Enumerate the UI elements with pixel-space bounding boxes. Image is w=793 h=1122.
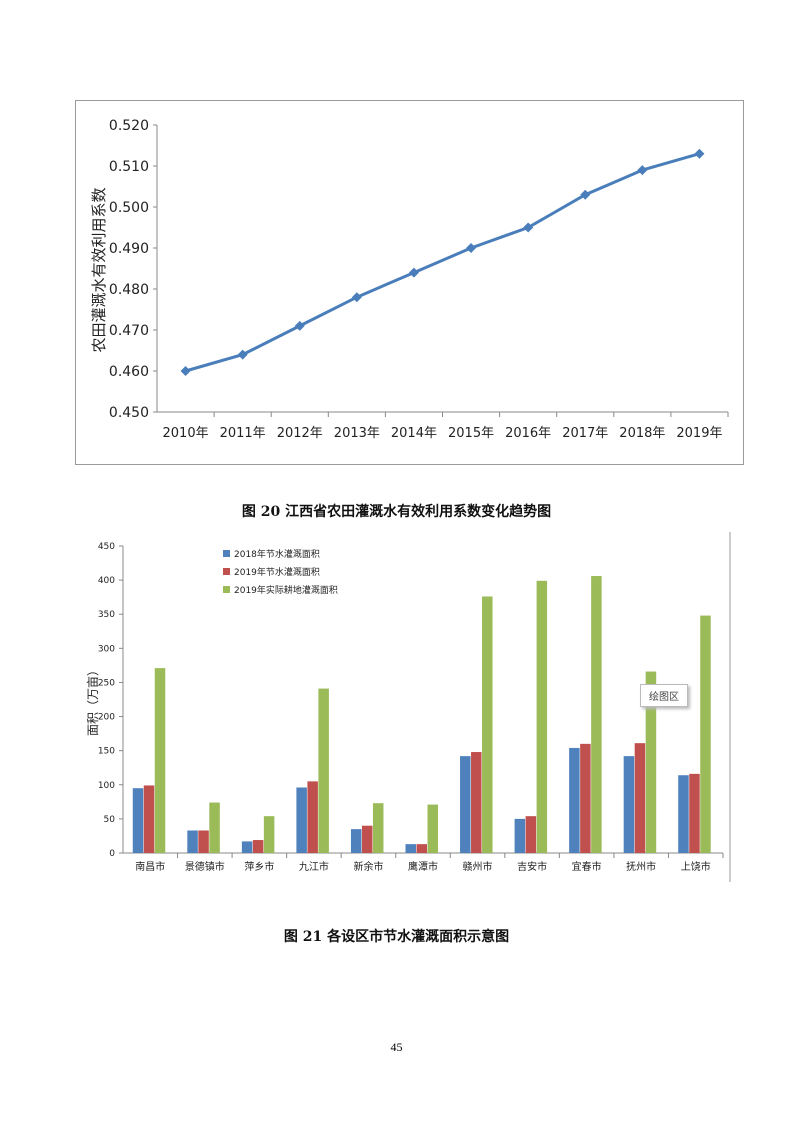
data-point-marker	[694, 148, 705, 159]
x-tick-label: 2015年	[448, 426, 494, 441]
bar	[591, 576, 602, 853]
figure-20-caption: 图 20 江西省农田灌溉水有效利用系数变化趋势图	[241, 504, 552, 520]
y-tick-label: 200	[98, 713, 115, 723]
bar	[209, 802, 220, 853]
x-tick-label: 鹰潭市	[408, 860, 438, 873]
y-tick-label: 0.480	[109, 282, 149, 298]
line-chart: 0.450 0.460 0.470 0.480 0.490 0.500 0.510 0.520…	[90, 118, 729, 441]
bar	[241, 841, 253, 853]
bar	[634, 743, 646, 853]
bar	[460, 756, 471, 853]
x-tick-label: 赣州市	[463, 860, 493, 873]
x-tick-label: 2012年	[277, 426, 323, 441]
x-tick-label: 上饶市	[681, 860, 711, 873]
bar	[580, 743, 591, 853]
legend-label: 2019年节水灌溉面积	[234, 566, 320, 578]
x-tick-label: 2011年	[220, 426, 266, 441]
bar	[350, 829, 362, 853]
data-point-marker	[294, 320, 305, 331]
data-point-marker	[466, 243, 477, 253]
bar	[482, 596, 493, 853]
x-tick-label: 2013年	[334, 426, 380, 441]
bar	[427, 804, 438, 853]
y-tick-label: 0.510	[109, 159, 149, 175]
y-tick-label: 0.450	[109, 405, 149, 421]
bar	[154, 668, 166, 853]
y-tick-label: 50	[104, 815, 116, 825]
x-tick-label: 新余市	[353, 860, 383, 873]
y-tick-label: 100	[98, 781, 115, 791]
bar	[263, 816, 275, 853]
x-tick-label: 宜春市	[572, 860, 602, 873]
bar	[187, 830, 198, 853]
bar	[318, 688, 329, 853]
x-tick-label: 2014年	[391, 426, 437, 441]
data-point-marker	[637, 165, 648, 176]
x-tick-label: 抚州市	[626, 860, 656, 873]
bar	[198, 830, 209, 853]
bar	[645, 671, 657, 853]
bar	[689, 773, 700, 853]
line-chart-frame	[75, 100, 744, 465]
y-tick-label: 250	[98, 678, 115, 688]
plot-area-tooltip: 绘图区	[640, 684, 688, 707]
y-tick-label: 400	[98, 576, 115, 586]
y-tick-label: 0.460	[109, 364, 149, 380]
bar	[405, 844, 416, 853]
y-tick-label: 300	[98, 644, 115, 654]
data-point-marker	[237, 349, 248, 360]
y-axis-label: 面积（万亩）	[85, 664, 100, 736]
y-tick-label: 350	[98, 610, 115, 620]
y-tick-label: 0.520	[109, 118, 149, 134]
x-tick-label: 2017年	[562, 426, 608, 441]
bar	[536, 580, 548, 853]
bar	[700, 615, 711, 853]
figure-21-caption: 图 21 各设区市节水灌溉面积示意图	[283, 929, 510, 945]
legend-label: 2019年实际耕地灌溉面积	[234, 584, 338, 596]
bar	[143, 785, 155, 853]
x-tick-label: 萍乡市	[244, 860, 274, 873]
x-tick-label: 2010年	[163, 426, 209, 441]
data-point-marker	[351, 292, 362, 303]
x-tick-label: 2018年	[619, 426, 665, 441]
data-point-marker	[408, 267, 419, 278]
bar	[514, 818, 526, 853]
legend-label: 2018年节水灌溉面积	[234, 548, 320, 560]
data-point-marker	[180, 366, 191, 376]
bar	[623, 756, 635, 853]
legend-swatch	[223, 568, 230, 575]
page-number: 45	[390, 1040, 403, 1054]
data-point-marker	[580, 189, 591, 200]
legend-swatch	[223, 586, 230, 593]
y-axis-label: 农田灌溉水有效利用系数	[90, 187, 108, 352]
x-tick-label: 2019年	[676, 426, 722, 441]
x-tick-label: 南昌市	[135, 860, 165, 873]
y-tick-label: 150	[98, 747, 115, 757]
series-line	[185, 152, 700, 373]
bar	[569, 747, 580, 853]
bar	[296, 787, 307, 853]
bar	[307, 781, 318, 853]
data-point-marker	[523, 222, 534, 233]
x-tick-label: 景德镇市	[185, 860, 225, 873]
y-tick-label: 450	[98, 542, 115, 552]
x-tick-label: 吉安市	[517, 860, 547, 873]
x-tick-label: 2016年	[505, 426, 551, 441]
bar	[678, 775, 689, 853]
bar	[132, 788, 144, 853]
legend-swatch	[223, 550, 230, 557]
y-tick-label: 0.470	[109, 323, 149, 339]
bar	[252, 840, 264, 853]
bar	[471, 752, 482, 853]
y-tick-label: 0.500	[109, 200, 149, 216]
bar	[361, 825, 373, 853]
y-tick-label: 0.490	[109, 241, 149, 257]
x-tick-label: 九江市	[299, 860, 329, 873]
bar-chart: 0 50 100 150 200 250 300 350 400 450 南昌市 景德镇市 萍乡市 九江市…	[85, 532, 731, 882]
bar	[416, 844, 427, 853]
bar	[372, 803, 384, 853]
y-tick-label: 0	[109, 849, 115, 859]
bar	[525, 816, 537, 853]
